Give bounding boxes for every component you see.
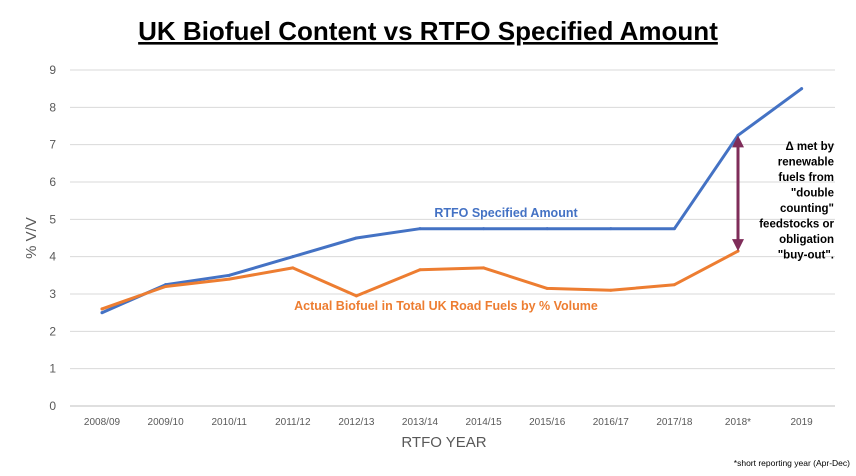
chart-title: UK Biofuel Content vs RTFO Specified Amo… xyxy=(138,16,718,46)
x-tick-label: 2015/16 xyxy=(529,417,566,428)
footnote: *short reporting year (Apr-Dec) xyxy=(734,458,850,468)
x-tick-label: 2008/09 xyxy=(84,417,121,428)
arrow-head-down xyxy=(732,239,744,252)
x-tick-label: 2009/10 xyxy=(148,417,185,428)
grid xyxy=(70,69,835,407)
y-tick-label: 9 xyxy=(49,63,56,77)
data-point xyxy=(545,286,549,290)
x-tick-label: 2014/15 xyxy=(466,417,503,428)
x-ticks: 2008/09 2009/10 2010/11 2011/12 2012/13 2013/… xyxy=(84,417,813,428)
data-point xyxy=(418,268,422,272)
x-tick-label: 2016/17 xyxy=(593,417,630,428)
series-label-actual: Actual Biofuel in Total UK Road Fuels by… xyxy=(294,299,598,313)
data-point xyxy=(545,227,549,231)
delta-arrow xyxy=(732,135,744,252)
data-point xyxy=(672,227,676,231)
annotation-line: obligation xyxy=(779,234,834,246)
annotation-line: "buy-out". xyxy=(778,250,834,262)
data-point xyxy=(354,236,358,240)
data-point xyxy=(482,266,486,270)
y-tick-label: 7 xyxy=(49,138,56,152)
data-point xyxy=(227,273,231,277)
x-tick-label: 2010/11 xyxy=(211,417,247,428)
data-point xyxy=(482,227,486,231)
data-point xyxy=(354,294,358,298)
data-point xyxy=(800,87,804,91)
data-point xyxy=(672,283,676,287)
data-point xyxy=(100,307,104,311)
data-point xyxy=(164,285,168,289)
y-tick-label: 0 xyxy=(49,399,56,413)
arrow-head-up xyxy=(732,135,744,148)
annotation-line: Δ met by xyxy=(785,141,834,153)
y-ticks: 0 1 2 3 4 5 6 7 8 9 xyxy=(49,63,56,413)
y-tick-label: 5 xyxy=(49,212,56,226)
x-tick-label: 2019 xyxy=(790,417,813,428)
x-tick-label: 2018* xyxy=(725,417,751,428)
annotation-line: feedstocks or xyxy=(759,219,834,231)
x-tick-label: 2013/14 xyxy=(402,417,439,428)
x-tick-label: 2011/12 xyxy=(275,417,311,428)
data-point xyxy=(609,227,613,231)
annotation-line: renewable xyxy=(778,157,834,169)
y-axis-title: % V/V xyxy=(23,217,40,259)
series-label-rtfo: RTFO Specified Amount xyxy=(434,206,578,220)
x-axis-title: RTFO YEAR xyxy=(401,434,486,451)
data-point xyxy=(609,288,613,292)
data-point xyxy=(291,255,295,259)
y-tick-label: 2 xyxy=(49,324,56,338)
x-tick-label: 2017/18 xyxy=(656,417,693,428)
annotation: Δ met by renewable fuels from "double counti… xyxy=(759,141,834,262)
data-point xyxy=(291,266,295,270)
annotation-line: "double xyxy=(791,188,834,200)
data-point xyxy=(418,227,422,231)
y-tick-label: 8 xyxy=(49,100,56,114)
data-point xyxy=(100,311,104,315)
y-tick-label: 6 xyxy=(49,175,56,189)
series-line-0 xyxy=(100,87,804,315)
y-tick-label: 3 xyxy=(49,287,56,301)
annotation-line: fuels from xyxy=(778,172,834,184)
y-tick-label: 4 xyxy=(49,250,56,264)
x-tick-label: 2012/13 xyxy=(338,417,375,428)
series xyxy=(100,87,804,315)
y-tick-label: 1 xyxy=(49,362,56,376)
data-point xyxy=(227,277,231,281)
annotation-line: counting" xyxy=(780,203,834,215)
